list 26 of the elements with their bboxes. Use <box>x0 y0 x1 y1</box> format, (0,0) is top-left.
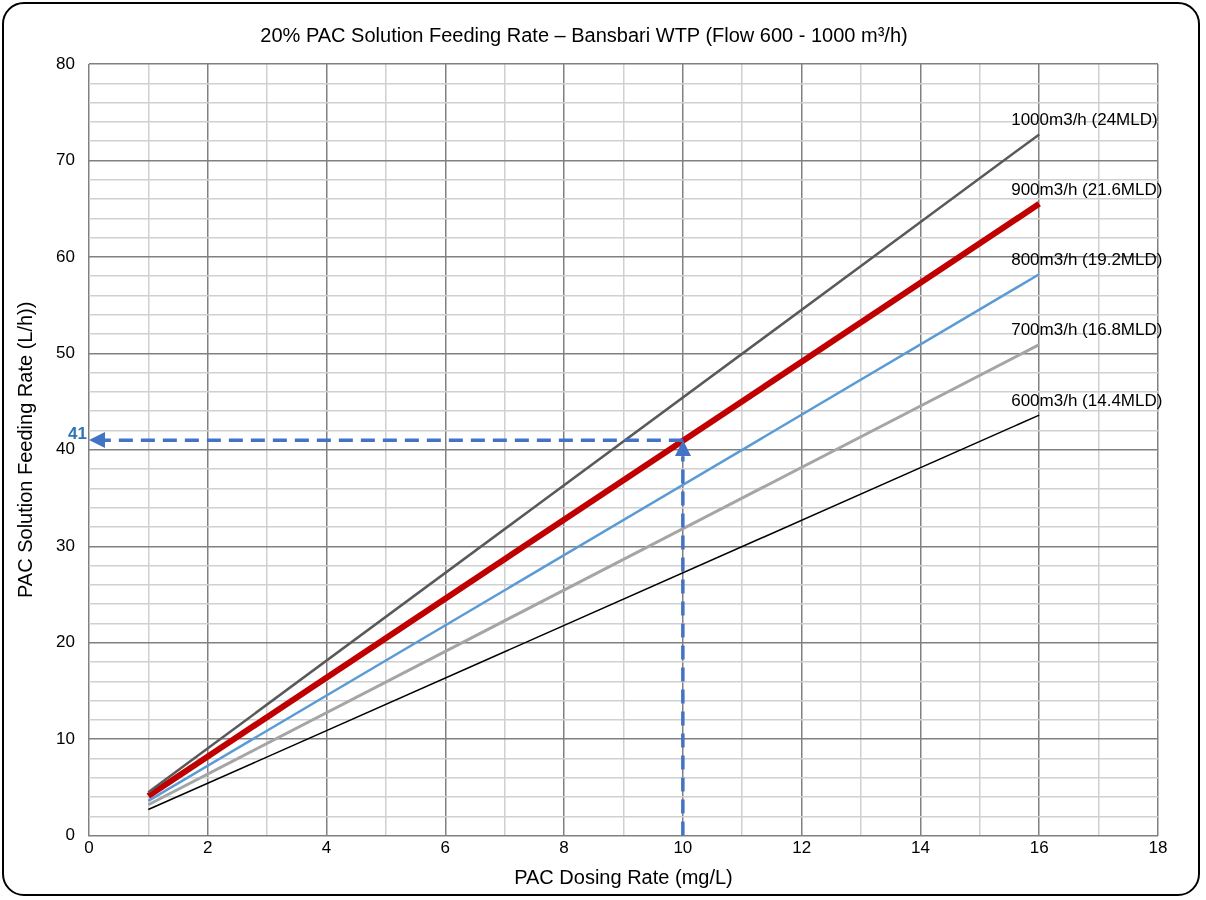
y-tick-label: 80 <box>55 53 75 73</box>
x-tick-label: 16 <box>1029 838 1049 858</box>
y-tick-label: 30 <box>55 535 75 555</box>
y-tick-label: 20 <box>55 632 75 652</box>
y-tick-label: 70 <box>55 150 75 170</box>
y-tick-label: 10 <box>55 728 75 748</box>
series-label: 1000m3/h (24MLD) <box>1011 110 1158 130</box>
series-label: 800m3/h (19.2MLD) <box>1011 249 1163 269</box>
x-tick-label: 2 <box>202 838 213 858</box>
y-tick-label: 60 <box>55 246 75 266</box>
y-tick-label: 50 <box>55 343 75 363</box>
y-axis-title: PAC Solution Feeding Rate (L/h)) <box>13 301 36 599</box>
x-tick-label: 10 <box>673 838 693 858</box>
chart-title: 20% PAC Solution Feeding Rate – Bansbari WTP (Flow 600 - 1000 m³/h) <box>260 23 908 46</box>
x-tick-label: 18 <box>1148 838 1168 858</box>
x-tick-label: 8 <box>559 838 569 858</box>
x-tick-label: 6 <box>440 838 451 858</box>
series-label: 600m3/h (14.4MLD) <box>1011 390 1163 410</box>
x-tick-label: 14 <box>910 838 930 858</box>
series-label: 900m3/h (21.6MLD) <box>1011 179 1163 199</box>
series-label: 700m3/h (16.8MLD) <box>1011 320 1163 340</box>
x-axis-title: PAC Dosing Rate (mg/L) <box>514 865 733 888</box>
y-tick-label: 0 <box>65 825 75 845</box>
x-tick-label: 0 <box>84 838 94 858</box>
x-tick-label: 4 <box>321 838 332 858</box>
x-tick-label: 12 <box>792 838 812 858</box>
